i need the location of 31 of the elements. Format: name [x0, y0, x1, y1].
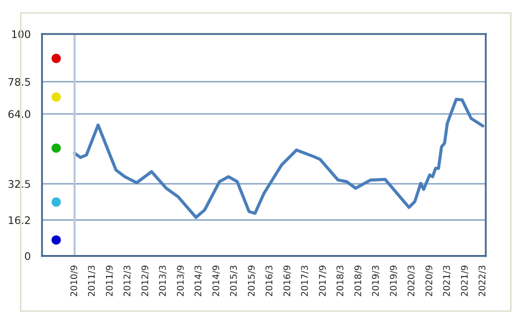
line-series [73, 98, 484, 219]
x-tick-label: 2015/9 [248, 266, 256, 296]
x-tick-label: 2013/3 [159, 266, 167, 296]
x-tick-label: 2012/9 [141, 266, 149, 296]
y-tick-label: 64.0 [8, 110, 30, 118]
x-tick-label: 2020/9 [425, 266, 433, 296]
x-tick-label: 2015/3 [230, 266, 238, 296]
x-tick-label: 2017/9 [318, 266, 326, 296]
x-tick-label: 2022/3 [478, 266, 486, 296]
x-tick-label: 2011/9 [106, 266, 114, 296]
x-tick-label: 2012/3 [124, 266, 132, 296]
y-tick-label: 0 [24, 252, 30, 260]
y-tick-label: 32.5 [8, 180, 30, 188]
x-tick-label: 2018/3 [336, 266, 344, 296]
x-tick-label: 2019/9 [390, 266, 398, 296]
y-tick-label: 100 [12, 30, 30, 38]
y-tick-label: 78.5 [8, 78, 30, 86]
x-tick-label: 2014/3 [194, 266, 202, 296]
y-tick-label: 16.2 [8, 216, 30, 224]
x-tick-label: 2020/3 [408, 266, 416, 296]
x-tick-label: 2019/3 [372, 266, 380, 296]
x-tick-label: 2021/3 [443, 266, 451, 296]
x-tick-label: 2011/3 [88, 266, 96, 296]
x-tick-label: 2016/9 [283, 266, 291, 296]
x-tick-label: 2017/3 [301, 266, 309, 296]
x-tick-label: 2021/9 [460, 266, 468, 296]
x-tick-label: 2014/9 [212, 266, 220, 296]
x-tick-label: 2013/9 [176, 266, 184, 296]
x-tick-label: 2010/9 [70, 266, 78, 296]
x-tick-label: 2018/9 [354, 266, 362, 296]
x-tick-label: 2016/3 [266, 266, 274, 296]
